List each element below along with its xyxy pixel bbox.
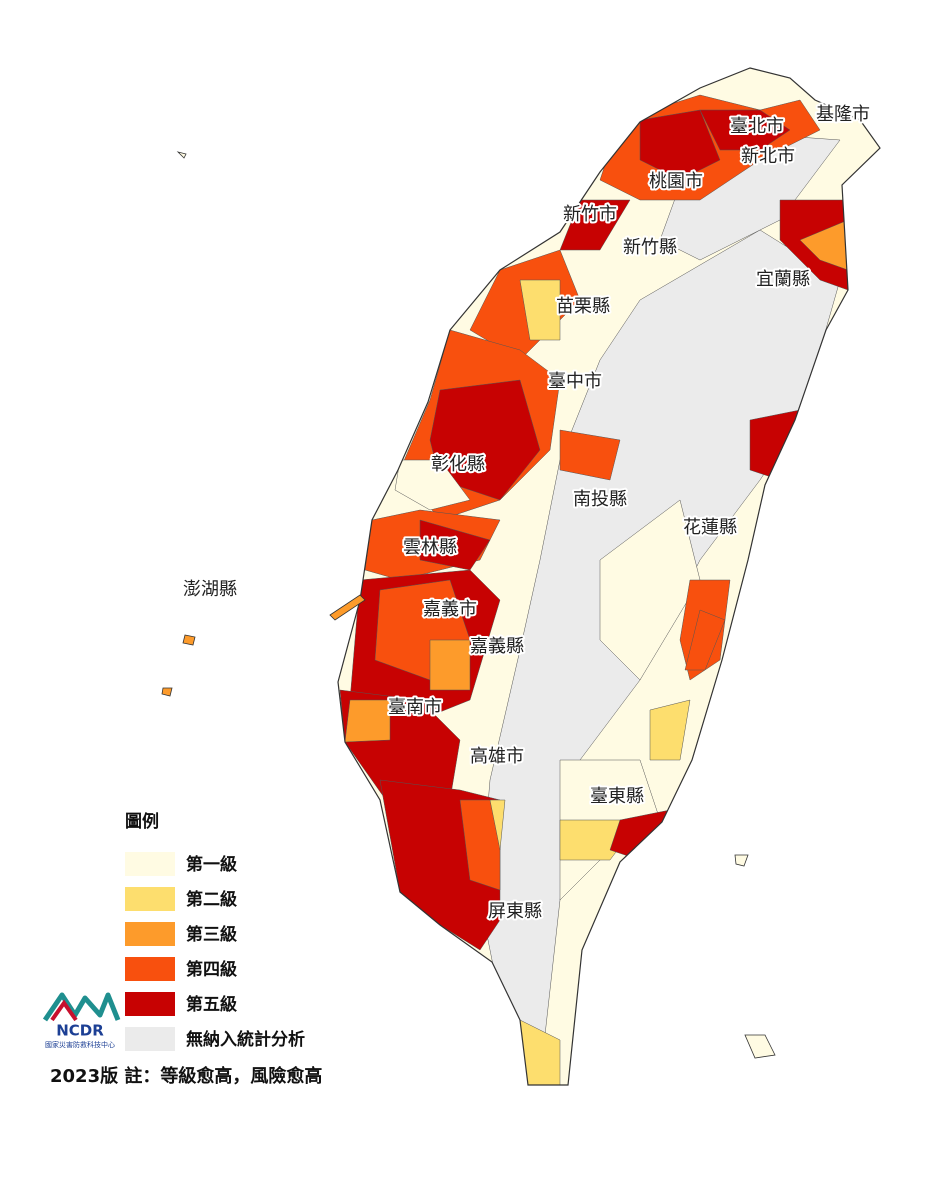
legend-label: 第五級 [186,994,237,1015]
legend-label: 第四級 [186,959,237,980]
township-area [639,109,721,181]
township-area [559,199,631,251]
township-area [749,409,801,481]
township-area [429,639,471,691]
county-label: 臺南市 [388,697,442,718]
township-area [649,699,691,761]
legend-label: 第三級 [186,924,237,945]
legend-swatch [125,957,175,981]
county-label: 宜蘭縣 [756,269,810,290]
township-area [459,799,501,891]
county-label: 彰化縣 [431,454,485,475]
township-area [344,699,391,743]
township-area [429,379,541,501]
county-label: 臺東縣 [590,786,644,807]
legend-swatch [125,852,175,876]
county-label: 澎湖縣 [183,579,237,600]
county-label: 花蓮縣 [683,517,737,538]
county-label: 臺北市 [730,116,784,137]
county-label: 南投縣 [573,489,627,510]
township-area [684,609,726,671]
county-label: 嘉義縣 [470,636,524,657]
taiwan-outline [337,67,881,1086]
footer-note: 2023版 註：等級愈高，風險愈高 [50,1065,322,1087]
township-area [489,799,506,851]
legend-swatch [125,922,175,946]
legend-swatch [125,1027,175,1051]
logo: NCDR 國家災害防救科技中心 [42,992,121,1049]
logo-subtitle: 國家災害防救科技中心 [45,1040,115,1049]
county-label: 基隆市 [816,104,870,125]
logo-name: NCDR [56,1022,104,1040]
county-label: 臺中市 [548,371,602,392]
legend-label: 無納入統計分析 [186,1029,305,1050]
county-label: 新北市 [741,146,795,167]
legend-swatch [125,992,175,1016]
county-label: 新竹縣 [623,237,677,258]
legend-label: 第二級 [186,889,237,910]
county-label: 桃園市 [649,171,703,192]
township-area [394,459,471,511]
township-area [559,429,621,481]
township-area [699,109,791,151]
islands [161,151,776,1059]
county-label: 苗栗縣 [556,296,610,317]
county-label: 屏東縣 [488,901,542,922]
legend-label: 第一級 [186,854,237,875]
township-area [519,279,561,341]
county-label: 新竹市 [563,204,617,225]
legend-title: 圖例 [125,811,159,832]
county-label: 嘉義市 [423,599,477,620]
township-area [599,499,701,681]
county-label: 雲林縣 [403,537,457,558]
county-label: 高雄市 [470,746,524,767]
legend-swatch [125,887,175,911]
